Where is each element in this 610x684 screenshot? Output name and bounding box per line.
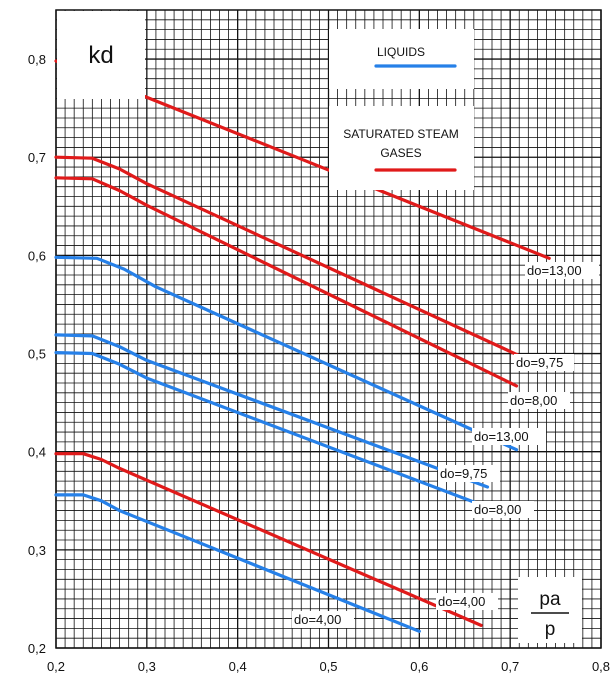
x-tick-label: 0,3 (138, 659, 156, 674)
y-tick-label: 0,6 (28, 248, 46, 263)
text-labels: do=13,00 do=9,75 do=8,00 do=13,00 do=9,75 do=… (28, 42, 610, 674)
curve-label: do=9,75 (440, 466, 487, 481)
liquid-curve-4 (54, 333, 490, 489)
y-tick-label: 0,5 (28, 347, 46, 362)
x-tick-label: 0,2 (47, 659, 65, 674)
curve-label-bg (292, 611, 354, 628)
curve-label-bg (525, 262, 599, 279)
legend-gases-box (329, 106, 474, 190)
curve-label: do=13,00 (474, 429, 529, 444)
x-tick-label: 0,8 (592, 659, 610, 674)
ratio-box (518, 577, 582, 643)
curve-label: do=9,75 (516, 355, 563, 370)
legend-liquids-box (329, 29, 474, 89)
kd-box (57, 11, 145, 99)
curves (54, 59, 551, 633)
plot-frame (55, 9, 602, 649)
curve-label-bg (436, 593, 498, 610)
y-tick-label: 0,8 (28, 52, 46, 67)
curve-label: do=13,00 (527, 263, 582, 278)
x-tick-label: 0,6 (410, 659, 428, 674)
x-axis-label-numerator: pa (539, 589, 561, 610)
curve-label-bg (472, 428, 546, 445)
y-tick-label: 0,4 (28, 445, 46, 460)
x-tick-label: 0,5 (319, 659, 337, 674)
gas-curve-6 (54, 452, 483, 628)
x-axis-label-denominator: p (545, 619, 556, 640)
curve-label: do=8,00 (474, 502, 521, 517)
curve-label-bg (508, 392, 570, 409)
curve-label: do=4,00 (438, 594, 485, 609)
curve-label-bg (472, 501, 534, 518)
x-tick-label: 0,4 (229, 659, 247, 674)
y-tick-label: 0,3 (28, 543, 46, 558)
y-axis-label: kd (88, 42, 113, 69)
liquid-curve-3 (54, 255, 519, 452)
y-tick-label: 0,2 (28, 641, 46, 656)
legend-liquids-label: LIQUIDS (377, 45, 425, 59)
curve-label: do=4,00 (294, 612, 341, 627)
curve-label-bg (514, 354, 574, 371)
curve-label: do=8,00 (510, 393, 557, 408)
gas-curve-2 (54, 176, 519, 388)
y-tick-label: 0,7 (28, 150, 46, 165)
curve-label-bg (438, 465, 500, 482)
gas-curve-1 (54, 155, 536, 364)
label-boxes (57, 11, 599, 643)
legend-gases-label-2: GASES (380, 146, 421, 160)
liquid-curve-5 (54, 351, 480, 506)
legend-gases-label-1: SATURATED STEAM (343, 127, 459, 141)
liquid-curve-7 (54, 493, 421, 633)
grid (55, 9, 602, 649)
x-tick-label: 0,7 (501, 659, 519, 674)
